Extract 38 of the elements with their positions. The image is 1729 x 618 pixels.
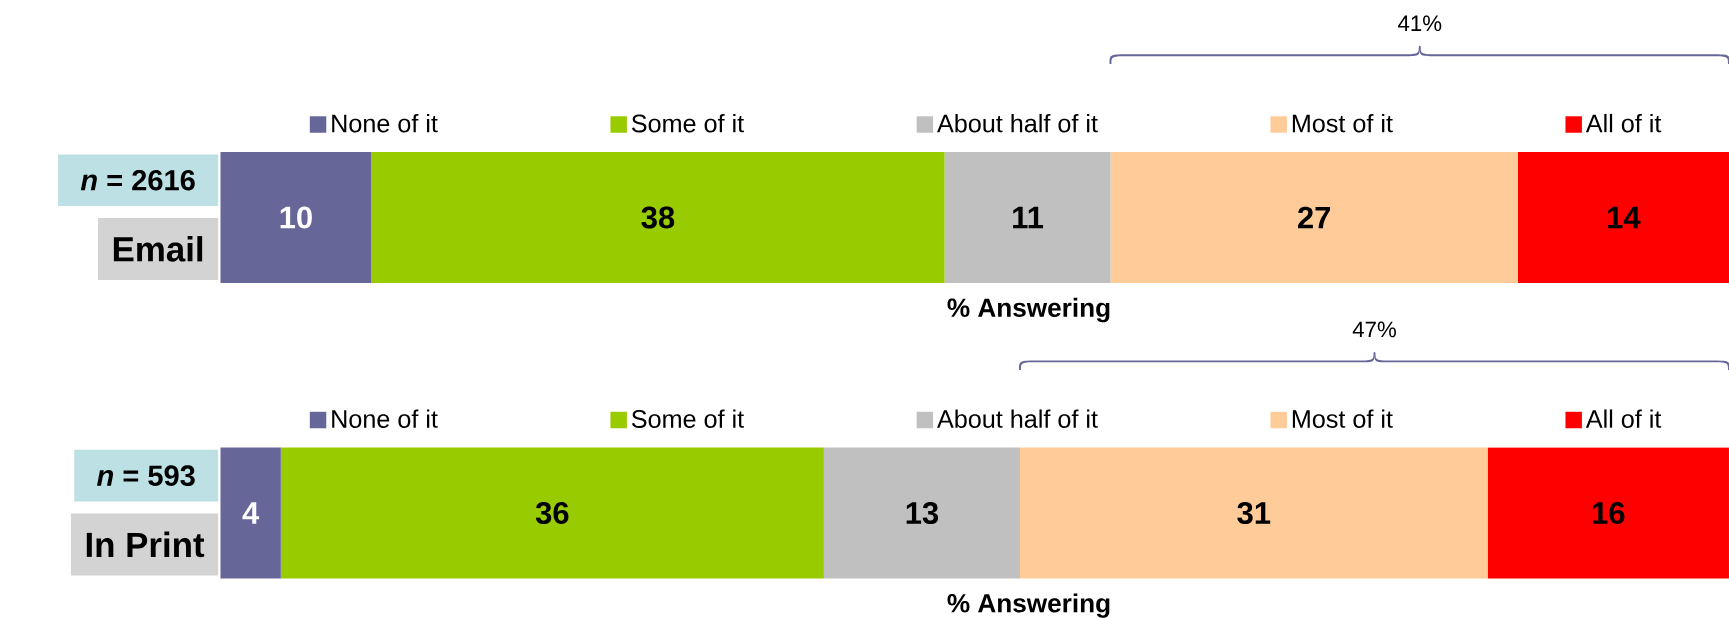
legend-label: About half of it bbox=[937, 409, 1098, 428]
bar bbox=[371, 152, 945, 283]
bar bbox=[220, 152, 372, 283]
bar bbox=[220, 447, 281, 579]
data-label: 38 bbox=[641, 206, 675, 229]
bar bbox=[280, 447, 824, 579]
legend-label: None of it bbox=[332, 113, 438, 133]
data-label: 36 bbox=[535, 501, 569, 524]
legend-label: About half of it bbox=[937, 113, 1098, 133]
data-label: 11 bbox=[1013, 206, 1044, 229]
x-axis-title: % Answering bbox=[947, 297, 1110, 323]
legend-label: Most of it bbox=[1292, 409, 1393, 428]
legend-label: All of it bbox=[1585, 409, 1662, 428]
text: n = 2616 bbox=[80, 169, 195, 191]
text: n = 593 bbox=[97, 465, 195, 486]
bar bbox=[1110, 152, 1518, 283]
text: 47% bbox=[1352, 321, 1396, 338]
legend-label: All of it bbox=[1585, 113, 1662, 133]
bar bbox=[1020, 447, 1488, 579]
data-label: 31 bbox=[1237, 501, 1271, 524]
legend-label: None of it bbox=[332, 409, 438, 428]
y-tick-label: In Print bbox=[86, 531, 205, 558]
legend-label: Some of it bbox=[631, 113, 744, 133]
data-label: 4 bbox=[242, 502, 260, 524]
bar bbox=[944, 152, 1111, 283]
legend-label: Some of it bbox=[631, 409, 744, 428]
x-axis-title: % Answering bbox=[947, 593, 1110, 618]
legend-label: Most of it bbox=[1292, 113, 1393, 133]
text: 41% bbox=[1397, 15, 1442, 31]
data-label: 10 bbox=[280, 206, 312, 229]
data-label: 13 bbox=[906, 501, 939, 524]
bar bbox=[823, 447, 1020, 579]
data-label: 16 bbox=[1593, 501, 1625, 524]
data-label: 27 bbox=[1297, 206, 1331, 229]
bar bbox=[1517, 152, 1729, 283]
data-label: 14 bbox=[1608, 206, 1641, 229]
y-tick-label: Email bbox=[113, 236, 203, 262]
bar bbox=[1487, 447, 1729, 579]
